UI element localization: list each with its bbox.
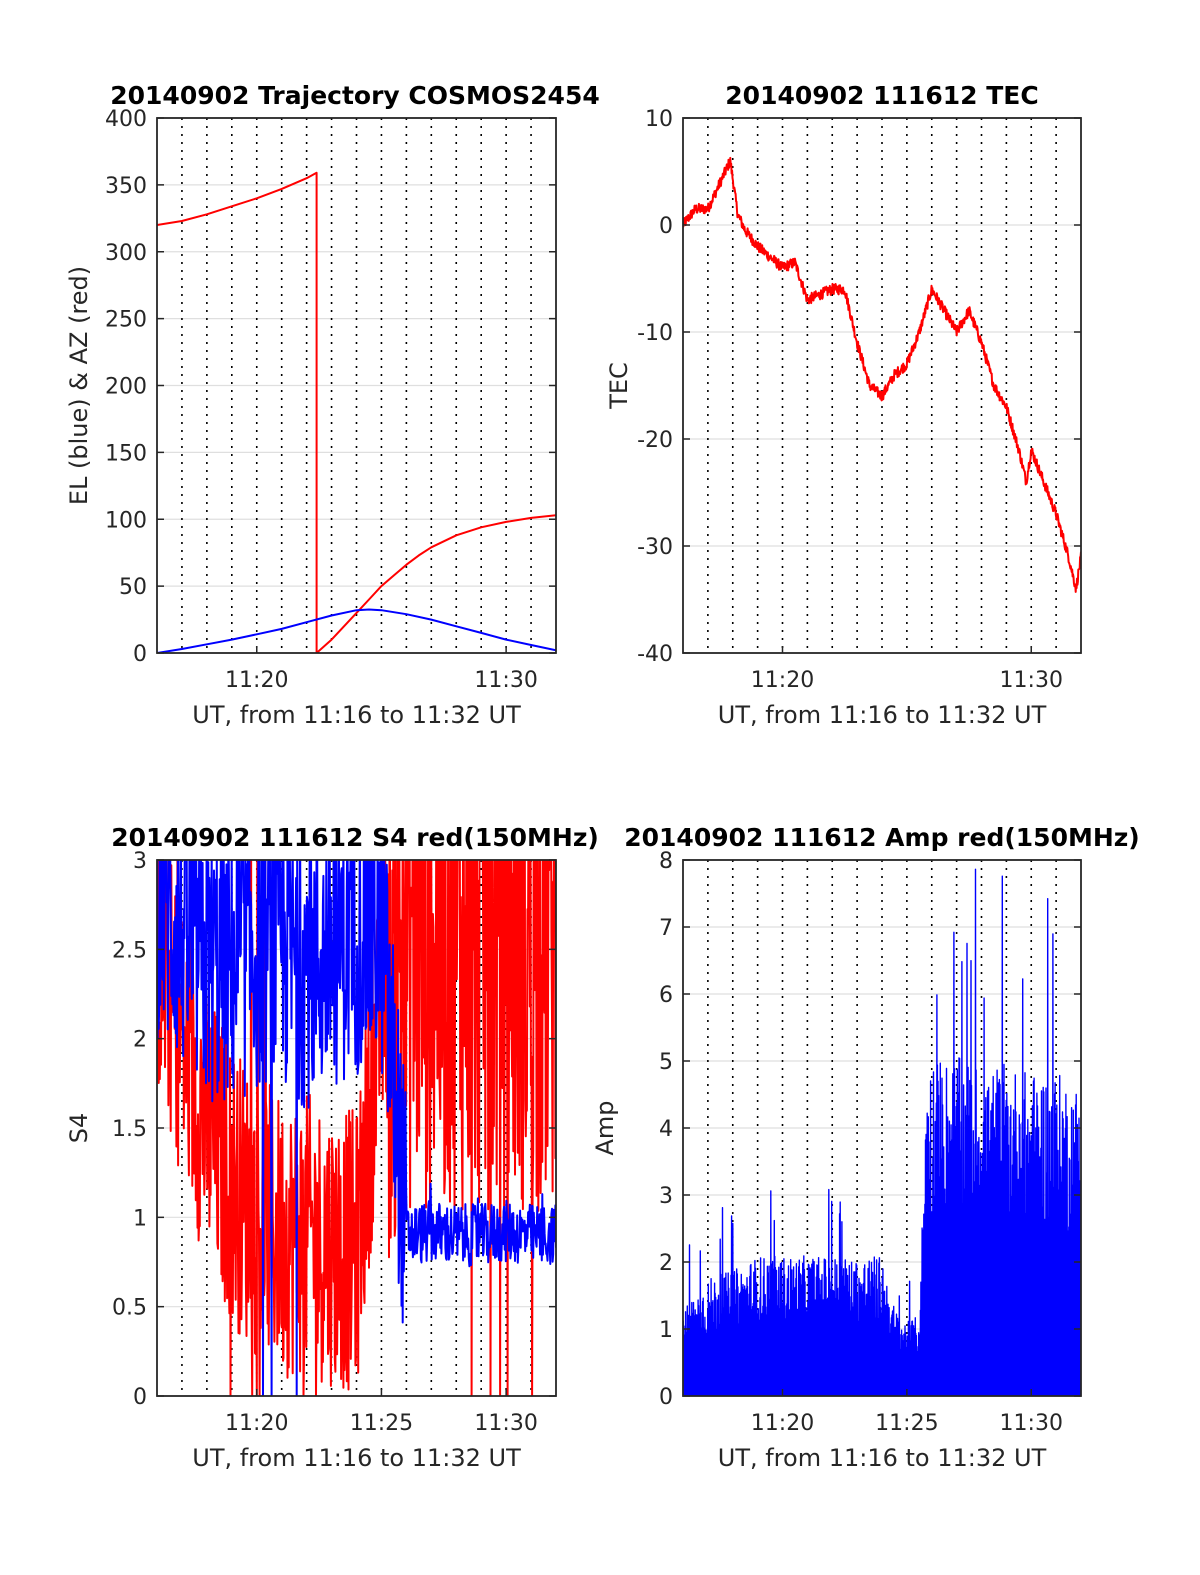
ytick-label: 1 [133,1206,147,1231]
ytick-label: 8 [659,849,673,874]
ytick-label: 200 [105,375,147,400]
xtick-label: 11:30 [474,668,537,693]
xtick-label: 11:20 [751,1411,814,1436]
xtick-label: 11:30 [1000,1411,1063,1436]
series-group [157,860,556,1396]
ytick-label: 6 [659,983,673,1008]
ytick-label: 250 [105,308,147,333]
ytick-label: 5 [659,1050,673,1075]
series-line-1 [683,156,1081,593]
ytick-label: 0.5 [112,1296,147,1321]
ytick-label: 2 [659,1251,673,1276]
chart-title: 20140902 111612 TEC [725,81,1038,110]
chart-panel-3: 0 0.5 1 1.5 2 2.5 3 11:20 11:25 11:30 20140902 111… [65,823,599,1472]
ytick-label: 3 [133,849,147,874]
ytick-label: 3 [659,1184,673,1209]
ytick-label: -30 [637,535,673,560]
ytick-label: 350 [105,174,147,199]
y-axis-label: S4 [65,1113,93,1144]
ytick-label: 1 [659,1318,673,1343]
ytick-label: 0 [659,214,673,239]
ytick-label: 10 [645,107,673,132]
chart-title: 20140902 Trajectory COSMOS2454 [110,81,600,110]
xtick-label: 11:20 [225,1411,288,1436]
y-axis-label: Amp [591,1100,619,1155]
chart-panel-4: 0 1 2 3 4 5 6 7 8 11:20 11:25 11:30 20140902 111612 … [591,823,1140,1472]
ytick-label: 7 [659,916,673,941]
xtick-label: 11:25 [350,1411,413,1436]
series-line-2 [157,608,556,653]
chart-panel-2: -40 -30 -20 -10 0 10 11:20 11:30 20140902 111612… [605,81,1082,729]
series-group [683,156,1081,593]
series-group [157,171,556,653]
ytick-label: 0 [133,1385,147,1410]
ytick-label: 2.5 [112,938,147,963]
ytick-label: 150 [105,441,147,466]
series-line-2 [157,860,556,1396]
xtick-label: 11:30 [1000,668,1063,693]
series-line-1 [157,860,556,1396]
xtick-label: 11:20 [751,668,814,693]
ytick-label: 100 [105,508,147,533]
series-line-1 [157,171,556,653]
ytick-label: -10 [637,321,673,346]
x-axis-label: UT, from 11:16 to 11:32 UT [192,701,521,729]
x-axis-label: UT, from 11:16 to 11:32 UT [192,1444,521,1472]
chart-panel-1: 0 50 100 150 200 250 300 350 400 11:20 11:30 201409… [65,81,600,729]
x-axis-label: UT, from 11:16 to 11:32 UT [718,1444,1047,1472]
x-axis-label: UT, from 11:16 to 11:32 UT [718,701,1047,729]
axes-frame [682,117,1082,654]
chart-title: 20140902 111612 Amp red(150MHz) [624,823,1140,852]
ytick-label: -20 [637,428,673,453]
y-axis-label: EL (blue) & AZ (red) [65,266,93,505]
ytick-label: 300 [105,241,147,266]
xtick-label: 11:20 [225,668,288,693]
series-line-1 [683,868,1081,1396]
ytick-label: 50 [119,575,147,600]
series-group [683,868,1081,1396]
chart-title: 20140902 111612 S4 red(150MHz) [111,823,599,852]
y-axis-label: TEC [605,362,633,410]
ytick-label: 2 [133,1028,147,1053]
ytick-label: 1.5 [112,1117,147,1142]
ytick-label: 4 [659,1117,673,1142]
ytick-label: 0 [133,642,147,667]
xtick-label: 11:30 [474,1411,537,1436]
xtick-label: 11:25 [875,1411,938,1436]
ytick-label: -40 [637,642,673,667]
ytick-label: 400 [105,107,147,132]
ytick-label: 0 [659,1385,673,1410]
